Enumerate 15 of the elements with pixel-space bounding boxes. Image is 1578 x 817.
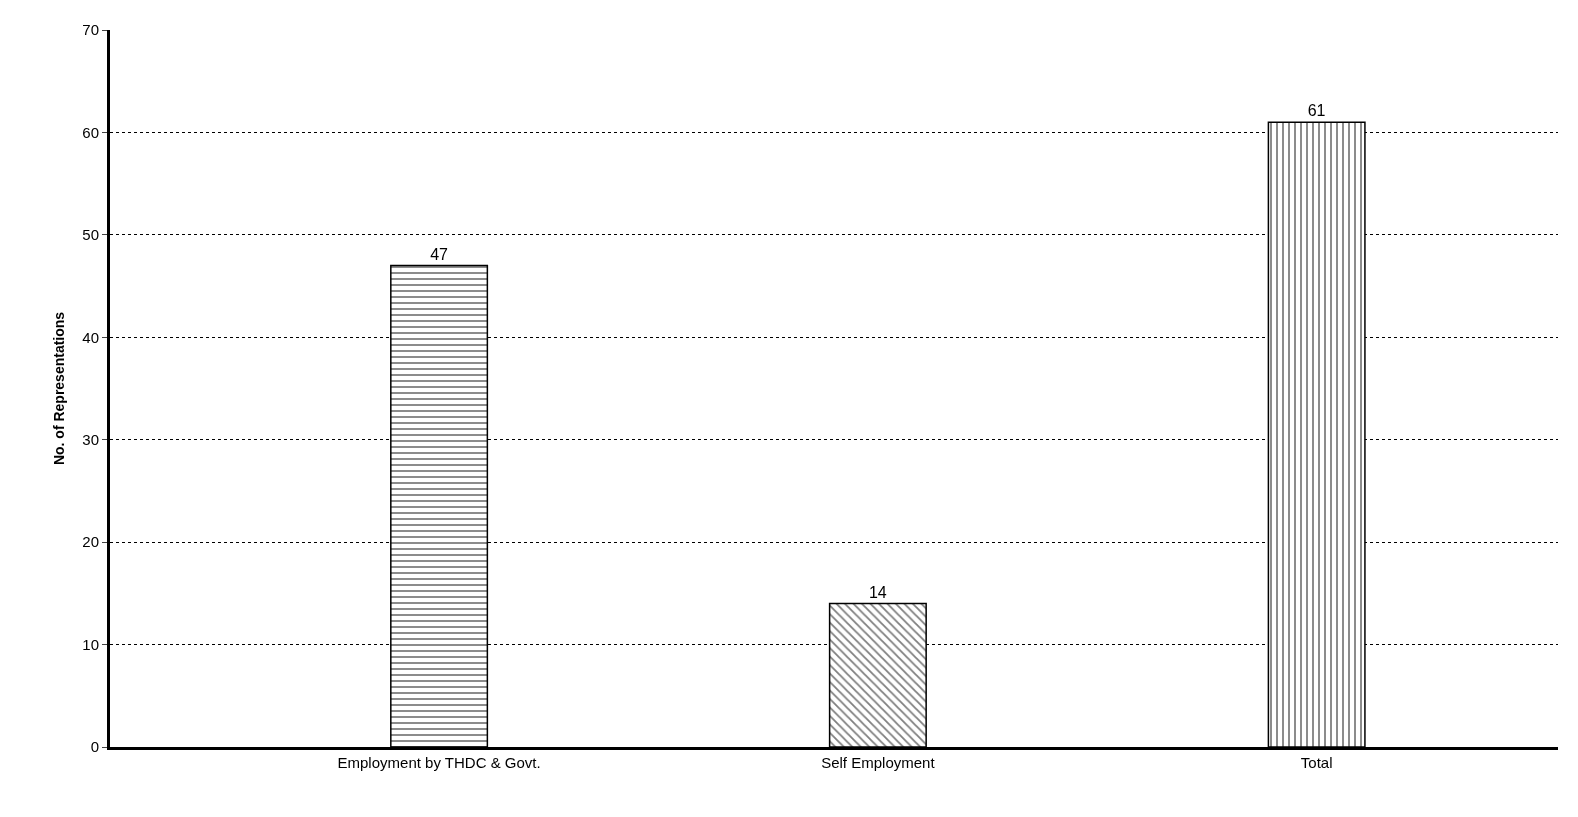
- y-tick-label: 0: [90, 738, 99, 756]
- data-label: 47: [430, 245, 449, 263]
- x-tick-label: Total: [1300, 754, 1333, 771]
- y-axis-title: No. of Representations: [50, 311, 67, 466]
- x-tick-label: Self Employment: [821, 754, 936, 771]
- y-tick-label: 40: [82, 328, 99, 346]
- y-tick-label: 50: [82, 226, 99, 244]
- data-label: 14: [868, 583, 887, 601]
- y-tick-label: 20: [82, 533, 99, 551]
- y-tick-label: 70: [82, 21, 99, 39]
- data-label: 61: [1307, 102, 1326, 120]
- y-tick-label: 30: [82, 430, 99, 448]
- y-tick-label: 10: [82, 635, 99, 653]
- x-tick-label: Employment by THDC & Govt.: [337, 754, 541, 771]
- y-tick-label: 60: [82, 123, 99, 141]
